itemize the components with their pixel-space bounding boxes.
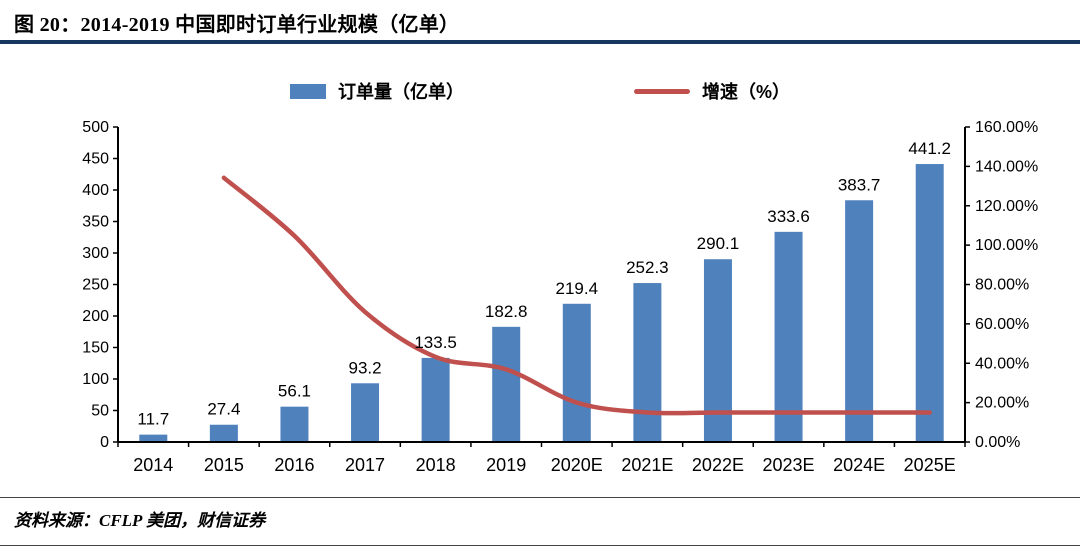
footer-divider-bottom (0, 545, 1080, 546)
left-axis-tick-label: 50 (91, 403, 109, 420)
right-axis-tick-label: 160.00% (975, 119, 1038, 136)
growth-line (221, 175, 932, 416)
bar-value-label: 182.8 (485, 302, 528, 321)
bar-series-label: 订单量（亿单） (337, 82, 464, 102)
x-axis-category-label: 2024E (833, 455, 885, 475)
left-axis-tick-label: 0 (100, 434, 109, 451)
bar-value-label: 11.7 (137, 410, 169, 429)
legend-item-bars: 订单量（亿单） (289, 78, 464, 104)
x-axis-category-label: 2025E (904, 455, 956, 475)
bar-value-label: 383.7 (838, 175, 881, 194)
left-axis-tick-label: 450 (82, 151, 109, 168)
source-note: 资料来源：CFLP 美团，财信证券 (14, 511, 266, 530)
bar (421, 357, 450, 442)
bar-value-label: 27.4 (207, 400, 240, 419)
bar (280, 406, 309, 442)
bar (774, 231, 803, 442)
bar-value-label: 56.1 (278, 382, 311, 401)
right-axis-tick-label: 60.00% (975, 316, 1029, 333)
left-axis-tick-label: 150 (82, 340, 109, 357)
x-axis-category-label: 2023E (763, 455, 815, 475)
x-axis-category-label: 2018 (416, 455, 456, 475)
right-axis-tick-label: 80.00% (975, 277, 1029, 294)
x-axis-category-label: 2022E (692, 455, 744, 475)
right-axis-tick-label: 100.00% (975, 237, 1038, 254)
line-series-swatch (633, 88, 690, 94)
bar (633, 283, 662, 442)
title-divider (0, 40, 1080, 44)
x-axis-category-label: 2020E (551, 455, 603, 475)
x-axis-category-label: 2016 (274, 455, 314, 475)
right-axis-tick-label: 40.00% (975, 355, 1029, 372)
bar-value-label: 290.1 (697, 234, 740, 253)
combo-chart: 0 50 100 150 200 250 300 350 400 450 500 0.00% 20.00… (0, 112, 1080, 494)
bar-value-label: 333.6 (767, 207, 810, 226)
x-axis-category-label: 2014 (133, 455, 173, 475)
right-axis-tick-label: 0.00% (975, 434, 1020, 451)
bar-value-label: 252.3 (626, 258, 669, 277)
page-title: 图 20：2014-2019 中国即时订单行业规模（亿单） (14, 14, 460, 36)
right-axis-tick-label: 120.00% (975, 198, 1038, 215)
x-axis-category-label: 2021E (621, 455, 673, 475)
left-axis-tick-label: 250 (82, 277, 109, 294)
bar (351, 383, 380, 442)
bar-value-label: 219.4 (556, 279, 599, 298)
left-axis-tick-label: 400 (82, 182, 109, 199)
left-axis-tick-label: 100 (82, 371, 109, 388)
bar-value-label: 133.5 (414, 333, 457, 352)
right-axis-tick-label: 140.00% (975, 158, 1038, 175)
x-axis-category-label: 2019 (486, 455, 526, 475)
legend-item-line: 增速（%） (633, 78, 790, 104)
left-axis-tick-label: 350 (82, 214, 109, 231)
bar-value-label: 93.2 (348, 358, 381, 377)
bar-series-swatch (289, 83, 326, 99)
left-axis-tick-label: 500 (82, 119, 109, 136)
bar (209, 424, 238, 442)
chart-svg: 0 50 100 150 200 250 300 350 400 450 500 0.00% 20.00… (82, 119, 1038, 475)
left-axis-tick-label: 300 (82, 245, 109, 262)
x-axis-category-label: 2015 (204, 455, 244, 475)
x-axis-category-label: 2017 (345, 455, 385, 475)
bar (915, 164, 944, 442)
right-axis-tick-label: 20.00% (975, 395, 1029, 412)
line-series-label: 增速（%） (701, 82, 790, 102)
footer-divider-top (0, 497, 1080, 498)
bar (562, 303, 591, 442)
bar (139, 434, 168, 442)
chart-legend: 订单量（亿单） 增速（%） (0, 78, 1080, 104)
bar-value-label: 441.2 (908, 139, 951, 158)
bar (845, 200, 874, 442)
bar (492, 326, 521, 442)
left-axis-tick-label: 200 (82, 308, 109, 325)
